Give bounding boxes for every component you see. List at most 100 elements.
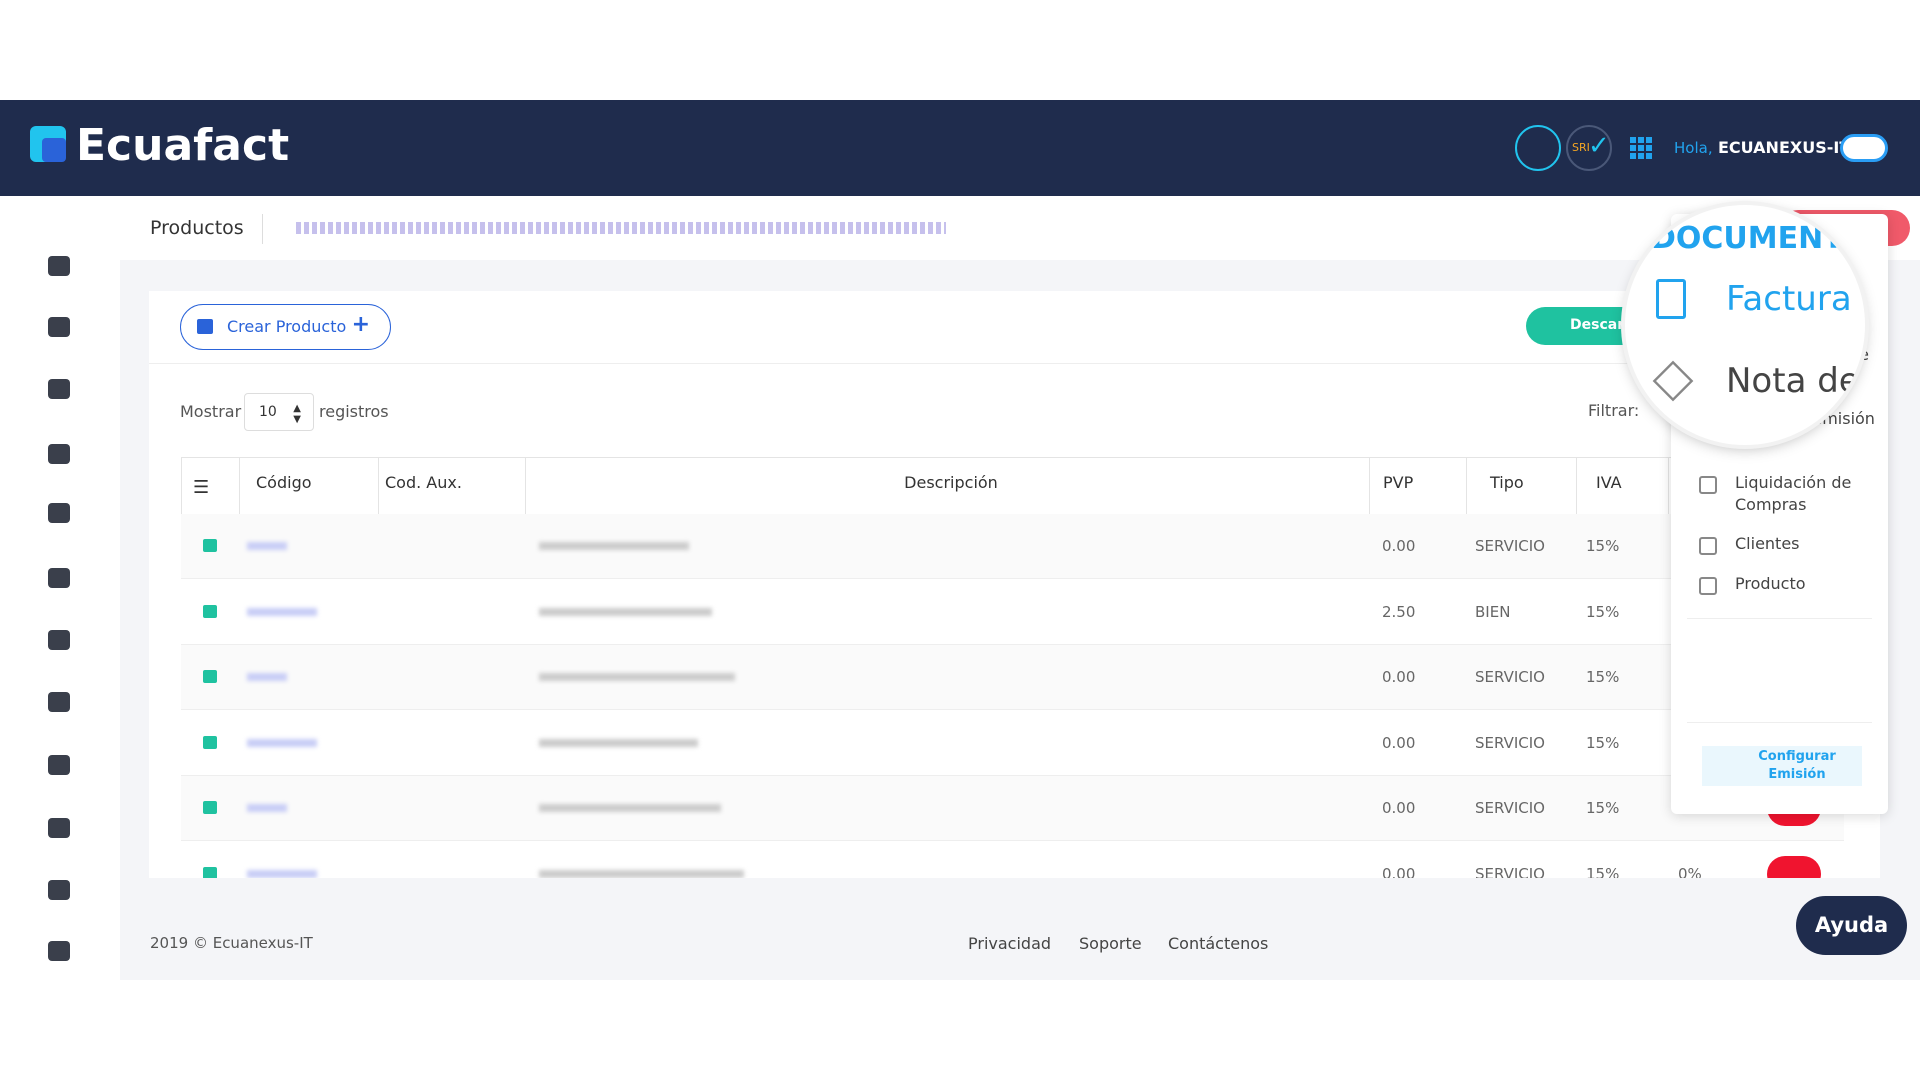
gift-icon [203, 539, 217, 552]
gift-icon [203, 670, 217, 683]
help-button[interactable]: Ayuda [1796, 896, 1907, 955]
column-header: Código [256, 473, 312, 492]
menu-item[interactable]: Clientes [1735, 534, 1800, 553]
column-header: Cod. Aux. [385, 473, 462, 492]
iva: 15% [1586, 864, 1620, 879]
tipo: SERVICIO [1475, 668, 1545, 686]
menu-item[interactable]: Liquidación de Compras [1735, 473, 1852, 514]
nav-icon[interactable] [48, 818, 70, 838]
tipo: SERVICIO [1475, 537, 1545, 555]
iva: 15% [1586, 602, 1620, 621]
nav-icon[interactable] [48, 630, 70, 650]
footer-link[interactable]: Contáctenos [1168, 934, 1269, 953]
redacted-text [539, 738, 698, 747]
gift-icon [203, 735, 217, 749]
sri-icon[interactable]: SRI ✓ [1566, 125, 1612, 171]
nav-icon[interactable] [48, 692, 70, 712]
column-header: Tipo [1490, 473, 1524, 492]
pvp: 0.00 [1382, 864, 1416, 879]
list-icon: ☰ [193, 477, 210, 498]
nav-icon[interactable] [48, 317, 70, 337]
redacted-text [247, 673, 287, 681]
footer: 2019 © Ecuanexus-IT Privacidad Soporte C… [120, 906, 1920, 980]
redacted-text [539, 869, 744, 878]
redacted-text [247, 738, 317, 747]
pvp: 0.00 [1382, 733, 1416, 752]
user-name[interactable]: ECUANEXUS-IT [1718, 138, 1851, 157]
edit-icon[interactable] [1515, 125, 1561, 171]
row [181, 710, 1844, 776]
magnifier: DOCUMENTO Factura Nota de [1625, 205, 1865, 445]
page-size: 10 [259, 404, 277, 420]
footer-link[interactable]: Soporte [1079, 934, 1142, 953]
nav-icon[interactable] [48, 755, 70, 775]
redacted-text [247, 542, 287, 550]
nav-icon[interactable] [48, 256, 70, 276]
gift-icon [203, 604, 217, 618]
greeting: Hola, [1674, 139, 1713, 157]
filter-label: Filtrar: [1588, 401, 1640, 420]
column-divider [1576, 458, 1577, 514]
redacted-text [539, 804, 721, 812]
sri-label: SRI [1572, 141, 1590, 154]
footer-link[interactable]: Privacidad [968, 934, 1052, 953]
menu-item[interactable]: Producto [1735, 574, 1806, 593]
row [181, 579, 1844, 645]
copyright: 2019 © Ecuanexus-IT [150, 934, 313, 952]
tipo: SERVICIO [1475, 733, 1545, 752]
redacted-text [539, 542, 689, 550]
title-divider [262, 214, 263, 244]
iva: 15% [1586, 668, 1620, 686]
nav-icon[interactable] [48, 444, 70, 464]
gift-icon [203, 801, 217, 814]
pvp: 0.00 [1382, 799, 1416, 817]
show-label: Mostrar [180, 402, 242, 421]
menu-heading: DOCUMENTO [1651, 221, 1865, 256]
redacted-text [247, 804, 287, 812]
iva: 15% [1586, 799, 1620, 817]
column-divider [1466, 458, 1467, 514]
layers-icon [1652, 360, 1694, 402]
avatar[interactable] [1840, 134, 1888, 162]
tipo: SERVICIO [1475, 864, 1545, 879]
brand[interactable]: Ecuafact [76, 120, 290, 171]
menu-item-zoom[interactable]: Factura [1726, 279, 1852, 319]
menu-item-zoom[interactable]: Nota de [1726, 361, 1860, 401]
menu-icon [1699, 577, 1717, 595]
page-title: Productos [150, 217, 244, 239]
column-header: IVA [1596, 473, 1622, 492]
delete-button[interactable] [1767, 855, 1821, 878]
menu-divider [1687, 722, 1872, 723]
nav-icon[interactable] [48, 503, 70, 523]
divider [149, 363, 1880, 364]
iva: 15% [1586, 733, 1620, 752]
redacted-text [539, 673, 735, 681]
records-label: registros [319, 402, 389, 421]
config-button[interactable]: Configurar Emisión [1702, 746, 1862, 786]
apps-icon[interactable] [1630, 137, 1652, 159]
redacted-text [247, 607, 317, 616]
row [181, 776, 1844, 841]
redacted-text [247, 869, 317, 878]
create-button[interactable]: Crear Producto + [180, 304, 391, 350]
nav-icon[interactable] [48, 379, 70, 399]
pvp: 2.50 [1382, 602, 1416, 621]
column-divider [239, 458, 240, 514]
redacted-text [539, 607, 712, 616]
iva: 15% [1586, 537, 1620, 555]
page-size-select[interactable]: 10 ▲ ▼ [244, 393, 314, 431]
menu-icon [1699, 476, 1717, 494]
row [181, 645, 1844, 710]
products-card: Crear Producto + Descar Mostrar 10 ▲ ▼ regi… [149, 291, 1880, 878]
sidebar [0, 196, 120, 980]
column-header: Descripción [904, 473, 998, 492]
nav-icon[interactable] [48, 880, 70, 900]
nav-icon[interactable] [48, 568, 70, 588]
header-bar: Ecuafact SRI ✓ Hola, ECUANEXUS-IT [0, 100, 1920, 196]
pvp: 0.00 [1382, 668, 1416, 686]
logo-icon [30, 126, 66, 162]
nav-icon[interactable] [48, 941, 70, 961]
row [181, 841, 1844, 878]
tipo: SERVICIO [1475, 799, 1545, 817]
